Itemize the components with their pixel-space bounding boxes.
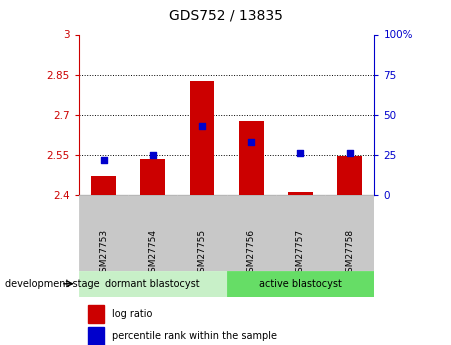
Bar [88,327,105,345]
Point [149,152,156,158]
Bar [239,121,263,195]
Text: GSM27754: GSM27754 [148,229,157,278]
Bar [325,195,374,271]
Point [100,157,107,162]
Point [346,150,353,156]
Bar [79,271,226,297]
Bar [79,195,128,271]
Bar [190,81,214,195]
Text: GSM27753: GSM27753 [99,229,108,278]
Bar [226,271,374,297]
Text: log ratio: log ratio [111,309,152,318]
Text: GDS752 / 13835: GDS752 / 13835 [169,9,282,23]
Text: active blastocyst: active blastocyst [259,279,342,289]
Text: GSM27756: GSM27756 [247,229,256,278]
Bar [128,195,177,271]
Text: GSM27758: GSM27758 [345,229,354,278]
Bar [337,156,362,195]
Text: GSM27755: GSM27755 [198,229,207,278]
Bar [140,159,165,195]
Point [198,123,206,129]
Text: GSM27757: GSM27757 [296,229,305,278]
Bar [88,305,105,323]
Point [248,139,255,145]
Point [297,150,304,156]
Bar [226,195,276,271]
Bar [288,192,313,195]
Text: percentile rank within the sample: percentile rank within the sample [111,331,276,341]
Bar [276,195,325,271]
Text: development stage: development stage [5,279,99,289]
Bar [177,195,226,271]
Bar [91,176,116,195]
Text: dormant blastocyst: dormant blastocyst [106,279,200,289]
